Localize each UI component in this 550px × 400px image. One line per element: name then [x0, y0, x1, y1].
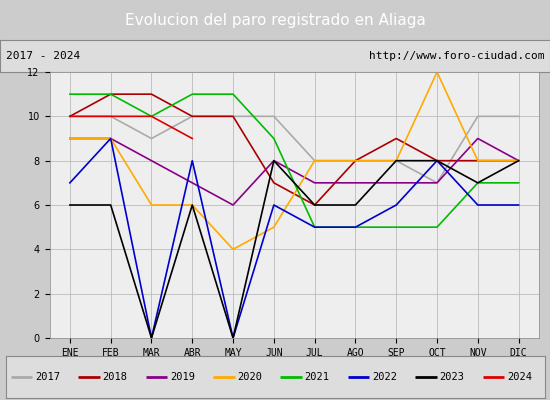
Text: 2019: 2019: [170, 372, 195, 382]
Text: Evolucion del paro registrado en Aliaga: Evolucion del paro registrado en Aliaga: [124, 12, 426, 28]
Text: 2017 - 2024: 2017 - 2024: [6, 51, 80, 61]
Text: 2020: 2020: [237, 372, 262, 382]
Text: 2018: 2018: [102, 372, 128, 382]
Text: 2022: 2022: [372, 372, 397, 382]
Text: 2017: 2017: [35, 372, 60, 382]
Text: http://www.foro-ciudad.com: http://www.foro-ciudad.com: [369, 51, 544, 61]
Text: 2021: 2021: [305, 372, 329, 382]
Text: 2023: 2023: [439, 372, 464, 382]
Text: 2024: 2024: [507, 372, 532, 382]
